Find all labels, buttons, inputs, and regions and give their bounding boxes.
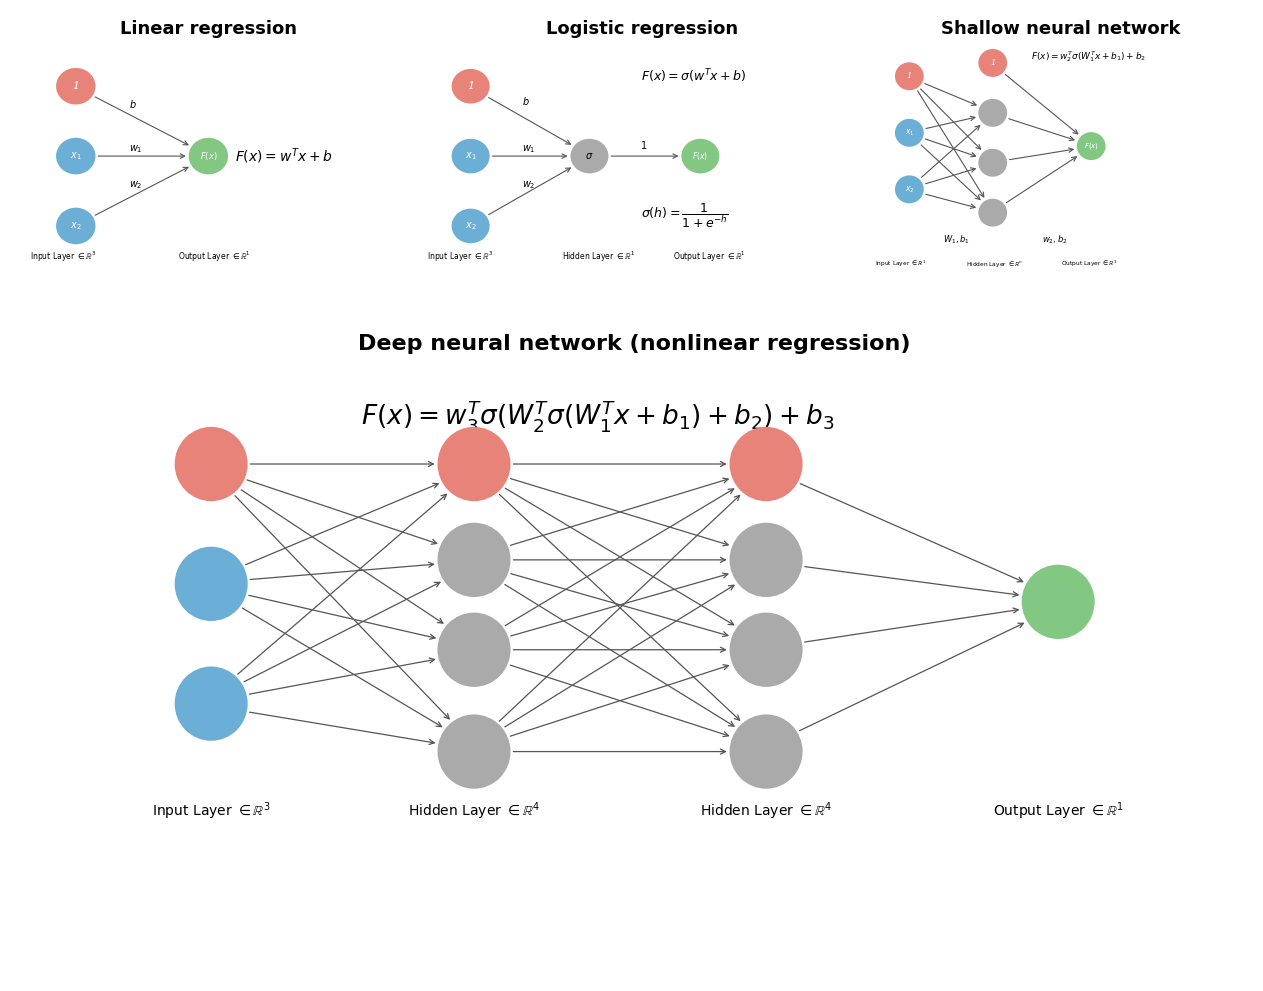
Ellipse shape	[56, 208, 96, 244]
Text: Hidden Layer $\in \mathbb{R}^4$: Hidden Layer $\in \mathbb{R}^4$	[408, 801, 541, 823]
Ellipse shape	[730, 715, 802, 789]
Text: Deep neural network (nonlinear regression): Deep neural network (nonlinear regressio…	[359, 334, 911, 354]
Ellipse shape	[895, 119, 923, 147]
Text: Shallow neural network: Shallow neural network	[941, 20, 1181, 38]
Text: Input Layer $\in \mathbb{R}^3$: Input Layer $\in \mathbb{R}^3$	[427, 250, 494, 265]
Text: Linear regression: Linear regression	[120, 20, 297, 38]
Ellipse shape	[188, 138, 229, 174]
Ellipse shape	[1022, 565, 1095, 639]
Text: Input Layer $\in \mathbb{R}^3$: Input Layer $\in \mathbb{R}^3$	[152, 801, 270, 823]
Ellipse shape	[437, 522, 510, 597]
Text: Input Layer $\in \mathbb{R}^3$: Input Layer $\in \mathbb{R}^3$	[30, 250, 96, 265]
Text: $F(x) = \sigma(w^T x + b)$: $F(x) = \sigma(w^T x + b)$	[640, 67, 746, 85]
Ellipse shape	[452, 139, 490, 173]
Ellipse shape	[174, 547, 248, 621]
Text: $w_1$: $w_1$	[129, 143, 143, 155]
Text: 1: 1	[640, 141, 647, 151]
Text: $w_2, b_2$: $w_2, b_2$	[1042, 234, 1067, 246]
Ellipse shape	[730, 612, 802, 687]
Text: Input Layer $\in \mathbb{R}^1$: Input Layer $\in \mathbb{R}^1$	[875, 259, 927, 270]
Text: 1: 1	[467, 81, 474, 91]
Ellipse shape	[56, 68, 96, 104]
Ellipse shape	[895, 175, 923, 203]
Text: 1: 1	[990, 58, 995, 67]
Text: 1: 1	[907, 72, 912, 80]
Ellipse shape	[437, 612, 510, 687]
Text: $F(x) = w^T x + b$: $F(x) = w^T x + b$	[235, 147, 332, 165]
Ellipse shape	[452, 69, 490, 103]
Text: Hidden Layer $\in \mathbb{R}^1$: Hidden Layer $\in \mathbb{R}^1$	[562, 250, 635, 265]
Text: Output Layer $\in \mathbb{R}^1$: Output Layer $\in \mathbb{R}^1$	[178, 250, 251, 265]
Text: $b$: $b$	[129, 98, 136, 110]
Ellipse shape	[452, 209, 490, 243]
Text: $W_1, b_1$: $W_1, b_1$	[943, 234, 970, 246]
Text: $F(x)$: $F(x)$	[200, 150, 217, 163]
Ellipse shape	[979, 149, 1007, 176]
Text: $\sigma(h) = \dfrac{1}{1 + e^{-h}}$: $\sigma(h) = \dfrac{1}{1 + e^{-h}}$	[640, 201, 729, 230]
Ellipse shape	[437, 427, 510, 501]
Text: $\sigma$: $\sigma$	[585, 151, 594, 162]
Ellipse shape	[1077, 132, 1105, 161]
Ellipse shape	[979, 99, 1007, 127]
Text: Output Layer $\in \mathbb{R}^1$: Output Layer $\in \mathbb{R}^1$	[1061, 259, 1118, 270]
Text: Output Layer $\in \mathbb{R}^1$: Output Layer $\in \mathbb{R}^1$	[673, 250, 745, 265]
Text: $x_1$: $x_1$	[69, 151, 82, 162]
Text: $x_1$: $x_1$	[904, 128, 914, 138]
Text: $b$: $b$	[522, 94, 530, 106]
Text: Hidden Layer $\in \mathbb{R}^n$: Hidden Layer $\in \mathbb{R}^n$	[966, 260, 1023, 270]
Text: $x_2$: $x_2$	[69, 220, 82, 232]
Text: 1: 1	[72, 81, 80, 91]
Text: $F(x) = w_2^T\sigma(W_1^T x + b_1) + b_2$: $F(x) = w_2^T\sigma(W_1^T x + b_1) + b_2…	[1031, 49, 1146, 63]
Text: Logistic regression: Logistic regression	[546, 20, 738, 38]
Ellipse shape	[437, 715, 510, 789]
Text: $F(x)$: $F(x)$	[692, 150, 709, 163]
Ellipse shape	[895, 62, 923, 90]
Ellipse shape	[979, 198, 1007, 227]
Ellipse shape	[571, 139, 609, 173]
Text: Hidden Layer $\in \mathbb{R}^4$: Hidden Layer $\in \mathbb{R}^4$	[700, 801, 832, 823]
Text: $F(x) = w_3^T\sigma(W_2^T\sigma(W_1^T x + b_1) + b_2) + b_3$: $F(x) = w_3^T\sigma(W_2^T\sigma(W_1^T x …	[361, 398, 835, 434]
Text: $x_2$: $x_2$	[904, 184, 914, 194]
Ellipse shape	[979, 49, 1007, 77]
Text: Output Layer $\in \mathbb{R}^1$: Output Layer $\in \mathbb{R}^1$	[993, 801, 1124, 823]
Text: $w_2$: $w_2$	[522, 179, 536, 191]
Text: $w_1$: $w_1$	[522, 143, 536, 155]
Ellipse shape	[174, 667, 248, 741]
Ellipse shape	[681, 139, 720, 173]
Text: $x_2$: $x_2$	[465, 220, 476, 232]
Text: $F(x)$: $F(x)$	[1084, 141, 1099, 151]
Text: $w_2$: $w_2$	[129, 179, 143, 191]
Ellipse shape	[56, 138, 96, 174]
Text: $x_1$: $x_1$	[465, 151, 476, 162]
Ellipse shape	[174, 427, 248, 501]
Ellipse shape	[730, 522, 802, 597]
Ellipse shape	[730, 427, 802, 501]
